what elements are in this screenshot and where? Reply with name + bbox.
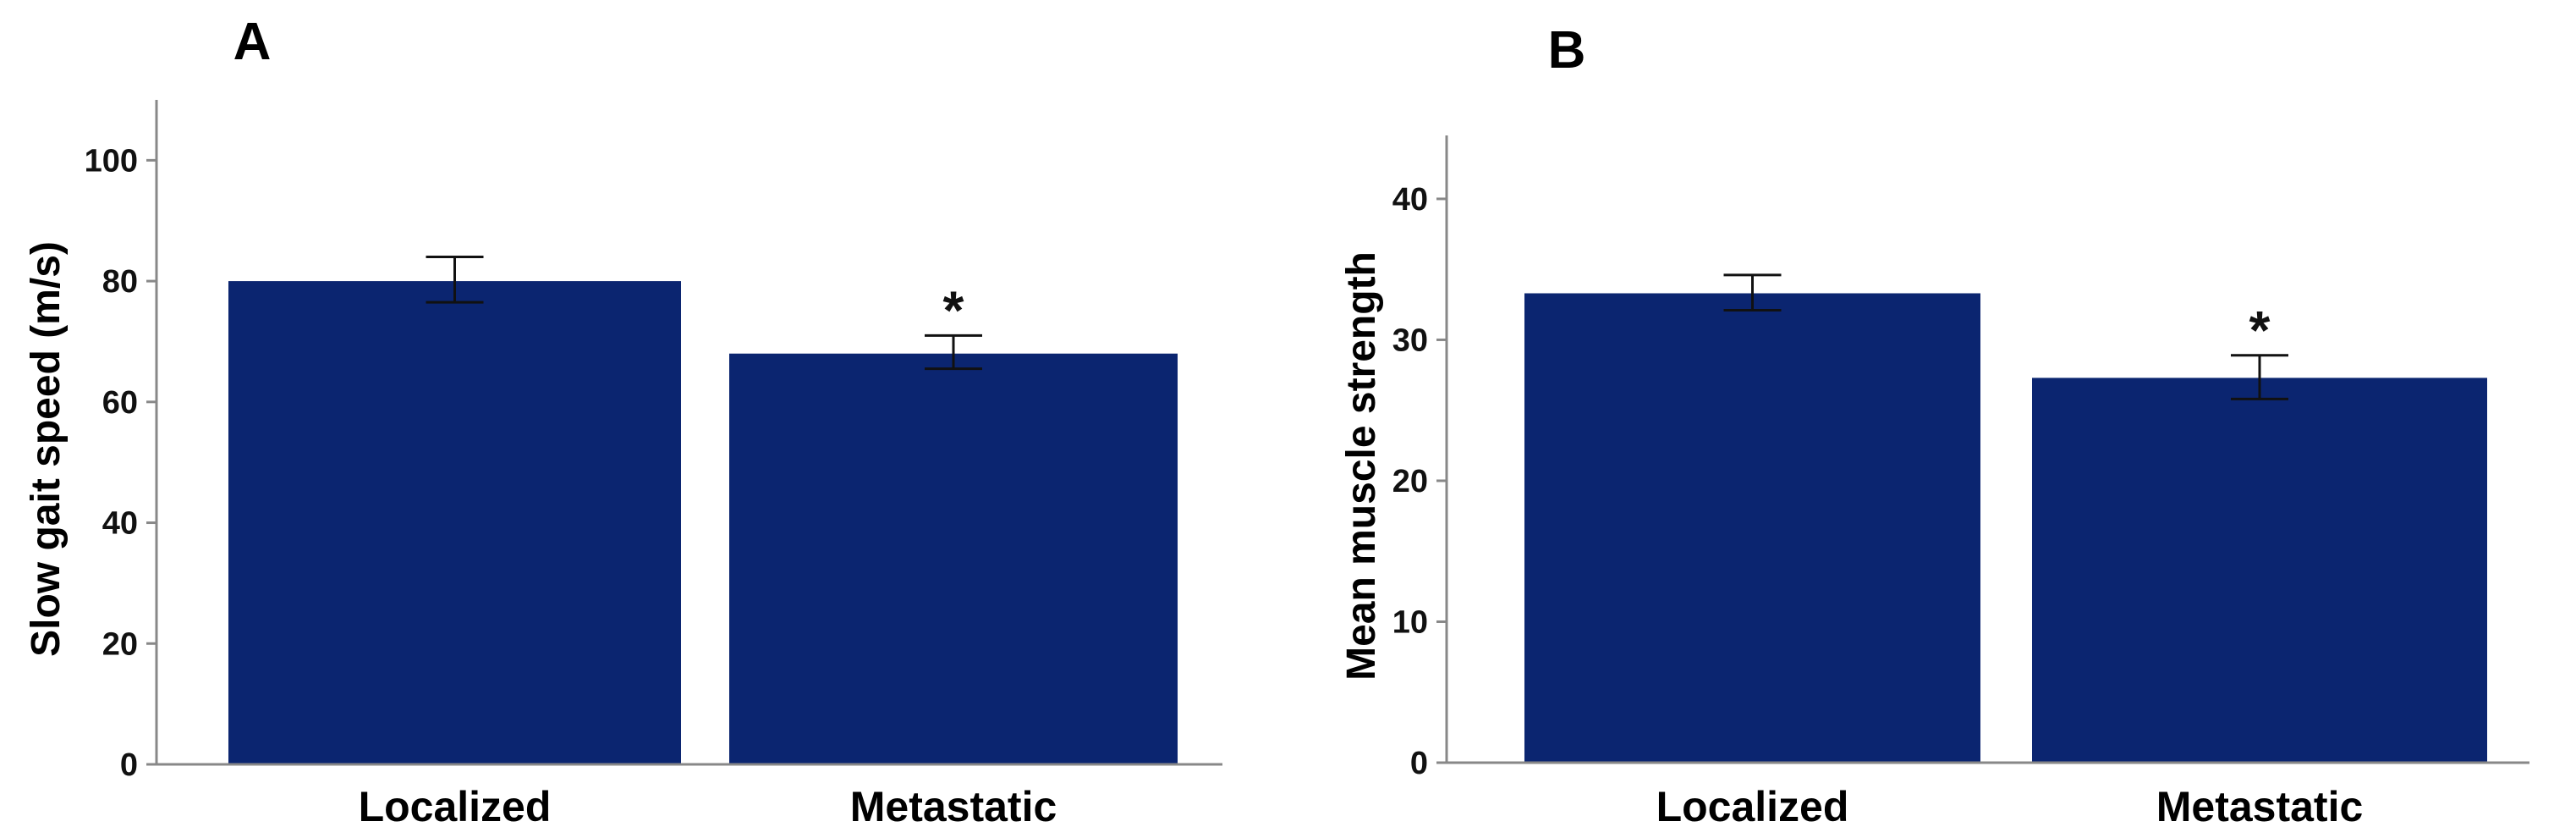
x-category-label: Localized <box>359 783 552 830</box>
y-tick-label: 30 <box>1392 323 1428 358</box>
bar-localized <box>1524 293 1980 763</box>
y-tick-label: 40 <box>102 506 138 542</box>
bar-metastatic <box>729 353 1178 764</box>
y-axis-title: Slow gait speed (m/s) <box>24 241 69 657</box>
significance-marker: * <box>2249 300 2271 361</box>
bar-localized <box>228 281 681 764</box>
panel-letter: B <box>1548 21 1586 80</box>
x-category-label: Metastatic <box>850 783 1057 830</box>
y-tick-label: 80 <box>102 264 138 300</box>
error-bar-localized <box>1723 273 1782 311</box>
significance-marker: * <box>943 279 964 340</box>
x-category-label: Metastatic <box>2156 783 2364 830</box>
y-axis-title: Mean muscle strength <box>1339 251 1384 681</box>
panel-a: A * 0 20 40 60 80 100 Localized Metastatic Slow ga… <box>24 13 1222 830</box>
y-tick-label: 10 <box>1392 604 1428 640</box>
y-tick-label: 40 <box>1392 182 1428 218</box>
y-tick-label: 20 <box>1392 464 1428 499</box>
y-tick-label: 20 <box>102 626 138 662</box>
x-category-label: Localized <box>1656 783 1849 830</box>
panel-letter: A <box>233 13 272 71</box>
error-bar-localized <box>426 256 484 304</box>
y-tick-label: 0 <box>120 747 138 783</box>
error-bar-metastatic <box>2231 354 2288 400</box>
error-bar-metastatic <box>925 334 982 371</box>
y-tick-label: 60 <box>102 385 138 421</box>
panel-b: B * 0 10 20 30 40 Localized Metastatic Mean muscl… <box>1339 21 2529 830</box>
y-tick-label: 100 <box>85 143 138 179</box>
y-tick-label: 0 <box>1410 746 1428 781</box>
bar-metastatic <box>2032 378 2487 763</box>
